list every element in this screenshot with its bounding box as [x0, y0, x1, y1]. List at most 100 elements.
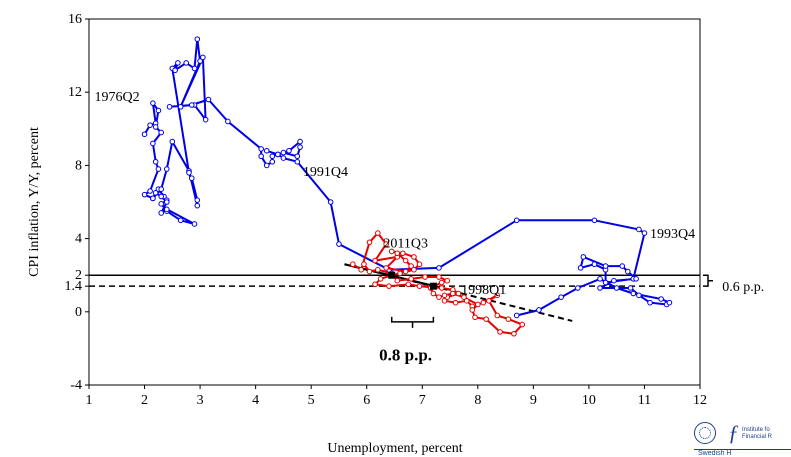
- series-0-point-89: [658, 296, 664, 302]
- annotation-3: 1998Q1: [461, 283, 506, 298]
- series-0-point-40: [197, 58, 203, 64]
- series-0-point-60: [263, 147, 270, 154]
- series-0-point-58: [286, 147, 292, 154]
- annotation-2: 2011Q3: [383, 236, 428, 251]
- series-0-point-3: [150, 100, 156, 106]
- series-0-point-70: [636, 226, 642, 233]
- x-tick-label-2: 3: [197, 393, 204, 408]
- x-tick-label-6: 7: [419, 393, 426, 408]
- series-0-point-7: [150, 140, 156, 147]
- series-0-point-43: [202, 116, 209, 123]
- series-0-point-11: [141, 191, 148, 198]
- series-0-point-83: [597, 285, 603, 291]
- vertical-gap-bracket: [703, 274, 713, 287]
- series-0-point-20: [163, 206, 170, 213]
- series-1-point-55: [394, 277, 401, 284]
- series-0-point-73: [602, 279, 609, 286]
- series-0-point-67: [436, 265, 442, 271]
- series-1-point-39: [497, 329, 503, 335]
- series-0-point-50: [258, 153, 264, 160]
- series-1-point-17: [397, 270, 403, 277]
- x-tick-label-8: 9: [530, 393, 537, 408]
- series-0-point-45: [166, 104, 173, 110]
- series-1-point-37: [519, 321, 526, 328]
- series-0-point-4: [155, 107, 162, 114]
- series-1-point-48: [430, 290, 437, 297]
- series-0-point-81: [633, 276, 639, 282]
- series-1-point-3: [375, 230, 381, 236]
- series-0-point-23: [158, 193, 165, 200]
- series-0-point-82: [611, 277, 617, 284]
- y-tick-label-2: 1.4: [65, 279, 83, 294]
- brackets-group: [390, 274, 713, 328]
- series-1-point-59: [361, 261, 367, 268]
- series-0-point-37: [183, 60, 190, 66]
- series-0-point-91: [613, 285, 620, 291]
- series-0-point-61: [275, 151, 281, 158]
- series-0-point-96: [513, 312, 520, 319]
- annotation-4: 1993Q4: [650, 227, 695, 242]
- y-tick-label-6: 12: [68, 85, 82, 100]
- series-0-point-42: [200, 54, 206, 61]
- horizontal-gap-bracket: [390, 316, 435, 328]
- series-0-point-79: [619, 263, 626, 269]
- annotation-6: 0.6 p.p.: [722, 280, 764, 295]
- series-0-point-90: [630, 290, 637, 297]
- series-0-point-41: [177, 104, 184, 110]
- y-tick-label-1: 0: [75, 305, 82, 320]
- y-axis-title: CPI inflation, Y/Y, percent: [27, 127, 42, 277]
- square-marker-1: [429, 282, 437, 290]
- logo-f-icon: ƒ: [728, 420, 739, 445]
- series-0-point-8: [152, 158, 159, 165]
- series-1-point-41: [472, 314, 478, 321]
- series-1-point-51: [444, 277, 451, 284]
- series-1-point-12: [388, 248, 395, 255]
- series-1-point-9: [408, 263, 414, 269]
- logo-divider: [694, 449, 791, 450]
- series-1-point-19: [377, 276, 384, 282]
- series-1-point-24: [438, 285, 445, 291]
- series-0-point-75: [591, 261, 598, 268]
- x-tick-label-10: 11: [638, 393, 651, 408]
- series-0-point-5: [152, 124, 159, 130]
- series-1-point-42: [469, 307, 476, 313]
- series-1-point-5: [372, 257, 378, 264]
- series-0-point-28: [169, 138, 176, 145]
- series-0-point-47: [205, 96, 212, 103]
- series-0-point-33: [186, 169, 192, 176]
- seal-icon: [694, 422, 716, 444]
- series-0-point-51: [263, 162, 270, 169]
- series-0-point-65: [336, 241, 342, 247]
- series-1-point-44: [461, 294, 467, 300]
- series-1-point-21: [386, 283, 392, 289]
- series-0-point-78: [602, 263, 609, 269]
- series-0-point-49: [258, 146, 264, 152]
- logo-text: Institute fo Financial R: [742, 427, 772, 441]
- series-0-point-18: [177, 217, 184, 224]
- x-tick-label-0: 1: [86, 393, 93, 408]
- x-tick-label-1: 2: [141, 393, 148, 408]
- series-0-point-94: [558, 294, 564, 300]
- series-0-point-62: [280, 155, 287, 161]
- series-1-point-53: [422, 274, 428, 280]
- series-0-point-80: [624, 268, 631, 275]
- y-tick-label-3: 2: [75, 268, 82, 283]
- series-0-point-48: [225, 118, 231, 125]
- series-0-point-85: [636, 292, 642, 299]
- series-1-point-57: [375, 266, 381, 273]
- series-0-point-92: [597, 276, 603, 282]
- x-axis-title: Unemployment, percent: [327, 441, 462, 456]
- series-1-point-1: [358, 266, 364, 273]
- series-0-point-16: [158, 201, 165, 207]
- series-1-point-50: [438, 279, 445, 286]
- series-0-point-24: [152, 190, 159, 196]
- series-1-point-4: [383, 241, 389, 247]
- series-1-point-43: [475, 301, 481, 308]
- series-0-point-57: [297, 138, 303, 145]
- series-1-point-7: [383, 265, 389, 271]
- annotation-0: 1976Q2: [95, 90, 140, 105]
- series-0-point-86: [647, 299, 653, 306]
- series-0-point-68: [513, 217, 520, 224]
